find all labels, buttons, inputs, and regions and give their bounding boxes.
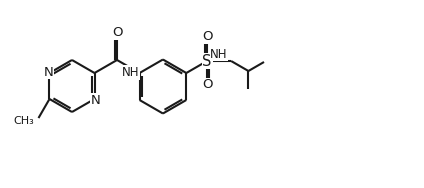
Text: S: S [202,54,212,68]
Text: O: O [202,30,212,43]
Text: O: O [202,79,212,92]
Text: N: N [91,93,100,106]
Text: NH: NH [122,66,139,79]
Text: O: O [112,27,122,39]
Text: NH: NH [210,48,228,61]
Text: N: N [44,65,53,79]
Text: CH₃: CH₃ [14,116,34,126]
